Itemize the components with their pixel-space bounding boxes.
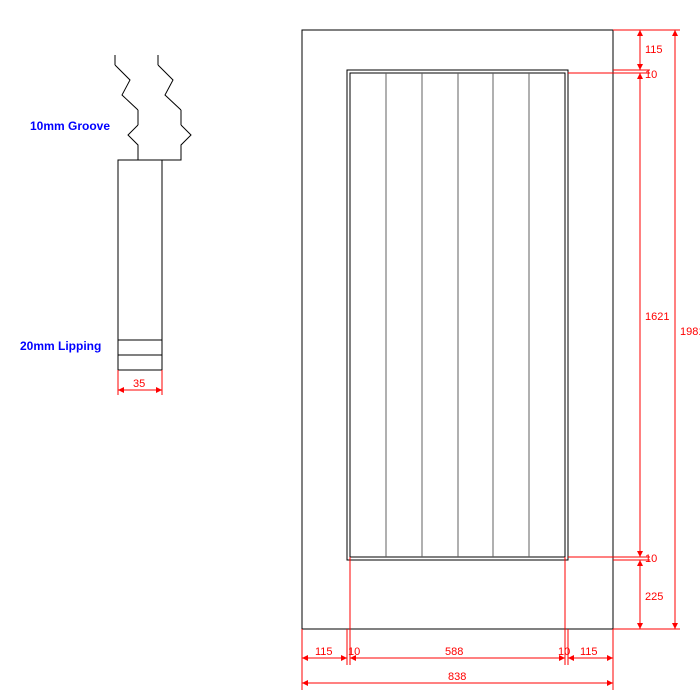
dim-total-h: 1981	[680, 326, 700, 338]
dim-total-w: 838	[448, 671, 466, 683]
dim-groove-l: 10	[348, 646, 360, 658]
dim-section-width: 35	[118, 370, 162, 395]
dim-bottom-rail: 225	[645, 591, 663, 603]
groove-note: 10mm Groove	[30, 119, 110, 133]
dim-groove-top: 10	[645, 69, 657, 81]
planks	[386, 73, 529, 557]
vertical-dims: 115 10 1621 1981 10 225	[568, 30, 700, 629]
dim-stile-l: 115	[315, 646, 333, 658]
section-profile	[118, 125, 191, 370]
lipping-note: 20mm Lipping	[20, 339, 101, 353]
horizontal-dims: 115 10 588 10 115 838	[302, 557, 613, 690]
dim-groove-bot: 10	[645, 553, 657, 565]
dim-panel-w: 588	[445, 646, 463, 658]
dim-stile-r: 115	[580, 646, 598, 658]
dim-top-rail: 115	[645, 44, 663, 56]
dim-groove-r: 10	[558, 646, 570, 658]
dim-35: 35	[133, 378, 145, 390]
section-detail: 10mm Groove 20mm Lipping 35	[20, 55, 191, 395]
break-lines	[115, 65, 181, 110]
door-elevation	[302, 30, 613, 629]
dim-panel-h: 1621	[645, 311, 669, 323]
